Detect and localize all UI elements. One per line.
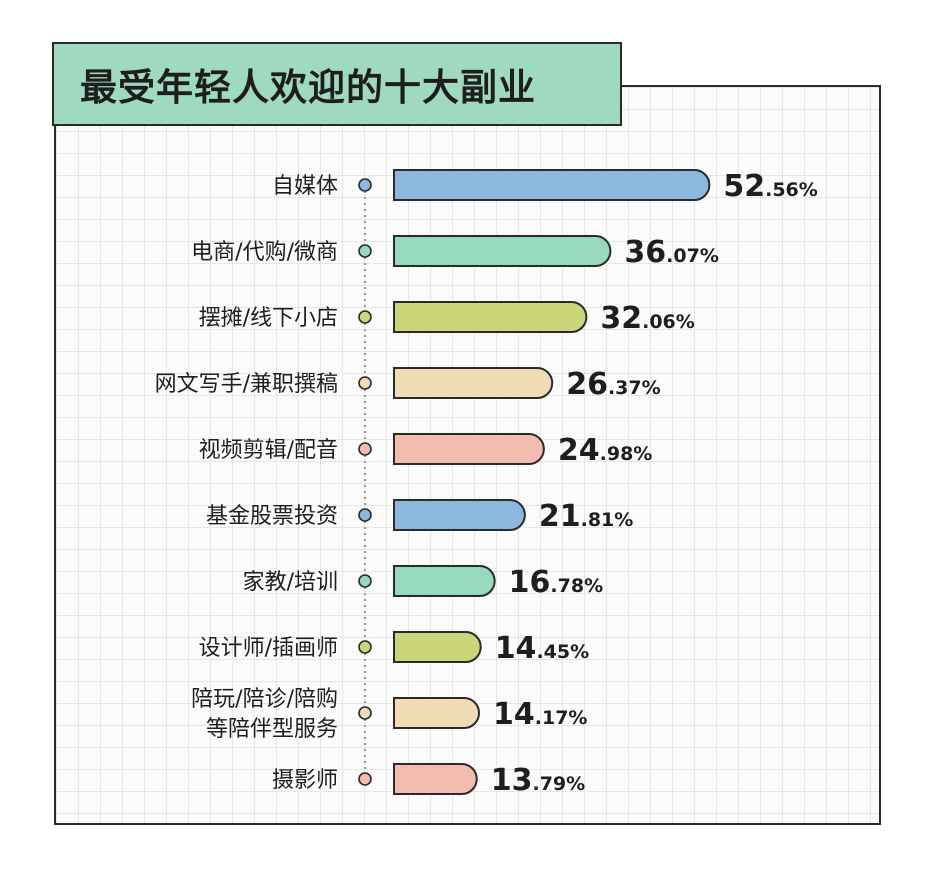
value-label-decimal: .79% xyxy=(532,773,585,795)
value-label-integer: 36 xyxy=(624,235,666,270)
bar xyxy=(393,301,588,333)
category-label: 视频剪辑/配音 xyxy=(199,438,338,463)
category-label: 基金股票投资 xyxy=(206,504,338,529)
category-label: 自媒体 xyxy=(272,174,338,199)
category-label: 家教/培训 xyxy=(243,570,338,595)
bar xyxy=(393,631,482,663)
chart-title: 最受年轻人欢迎的十大副业 xyxy=(80,66,536,109)
value-label: 14.17% xyxy=(493,697,587,732)
row-dot-marker xyxy=(358,574,372,588)
value-label-decimal: .98% xyxy=(600,443,653,465)
value-label: 21.81% xyxy=(539,499,633,534)
row-dot-marker xyxy=(358,178,372,192)
bar xyxy=(393,565,496,597)
row-dot-marker xyxy=(358,706,372,720)
category-label: 电商/代购/微商 xyxy=(191,240,338,265)
value-label-integer: 32 xyxy=(600,301,642,336)
value-label: 13.79% xyxy=(491,763,585,798)
value-label-decimal: .78% xyxy=(550,575,603,597)
category-label-line: 等陪伴型服务 xyxy=(206,717,338,742)
value-label: 16.78% xyxy=(509,565,603,600)
value-label: 32.06% xyxy=(600,301,694,336)
category-label: 摆摊/线下小店 xyxy=(199,306,338,331)
chart-title-box: 最受年轻人欢迎的十大副业 xyxy=(52,42,622,126)
row-dot-marker xyxy=(358,376,372,390)
value-label-integer: 21 xyxy=(539,499,581,534)
row-dot-marker xyxy=(358,244,372,258)
value-label: 26.37% xyxy=(566,367,660,402)
row-dot-marker xyxy=(358,772,372,786)
value-label: 52.56% xyxy=(723,169,817,204)
value-label-integer: 24 xyxy=(558,433,600,468)
row-dot-marker xyxy=(358,508,372,522)
value-label-decimal: .37% xyxy=(608,377,661,399)
value-label-decimal: .17% xyxy=(535,707,588,729)
value-label-decimal: .56% xyxy=(765,179,818,201)
category-label: 陪玩/陪诊/陪购等陪伴型服务 xyxy=(191,687,338,742)
bar xyxy=(393,367,554,399)
value-label-decimal: .06% xyxy=(642,311,695,333)
bar xyxy=(393,433,545,465)
bar xyxy=(393,763,478,795)
category-label: 网文写手/兼职撰稿 xyxy=(155,372,338,397)
category-label: 设计师/插画师 xyxy=(199,636,338,661)
value-label-integer: 14 xyxy=(495,631,537,666)
value-label: 36.07% xyxy=(624,235,718,270)
value-label-decimal: .81% xyxy=(581,509,634,531)
value-label: 14.45% xyxy=(495,631,589,666)
value-label-integer: 52 xyxy=(723,169,765,204)
category-label-line: 陪玩/陪诊/陪购 xyxy=(191,687,338,712)
category-label: 摄影师 xyxy=(272,768,338,793)
row-dot-marker xyxy=(358,442,372,456)
row-dot-marker xyxy=(358,310,372,324)
value-label-integer: 16 xyxy=(509,565,551,600)
value-label-decimal: .45% xyxy=(536,641,589,663)
value-label: 24.98% xyxy=(558,433,652,468)
value-label-integer: 13 xyxy=(491,763,533,798)
bar xyxy=(393,169,711,201)
bar xyxy=(393,499,526,531)
value-label-decimal: .07% xyxy=(666,245,719,267)
bar xyxy=(393,235,612,267)
value-label-integer: 26 xyxy=(566,367,608,402)
bar xyxy=(393,697,480,729)
row-dot-marker xyxy=(358,640,372,654)
value-label-integer: 14 xyxy=(493,697,535,732)
